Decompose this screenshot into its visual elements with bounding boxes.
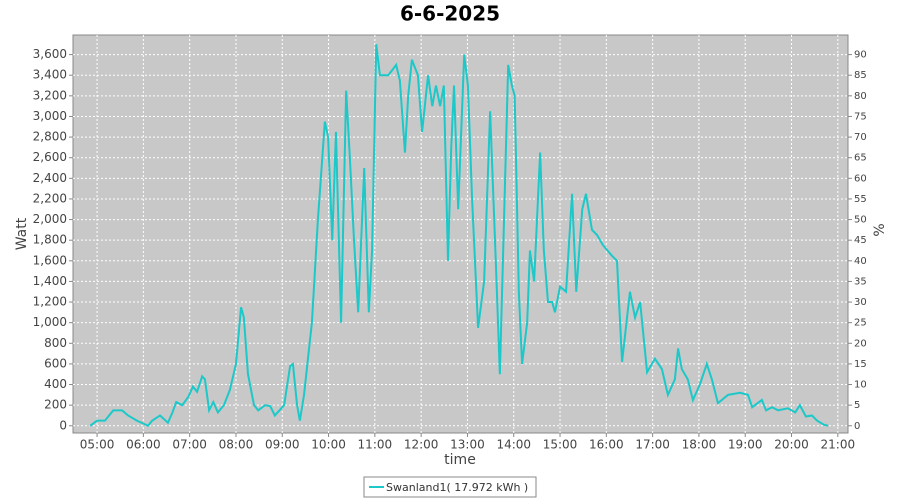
x-tick-label: 17:00 [635, 438, 670, 452]
y-tick-label: 800 [44, 336, 67, 350]
y2-tick-label: 25 [854, 318, 867, 329]
y-tick-label: 400 [44, 377, 67, 391]
legend-label: Swanland1( 17.972 kWh ) [386, 481, 528, 494]
y2-tick-label: 65 [854, 153, 867, 164]
y2-tick-label: 45 [854, 235, 867, 246]
y2-tick-label: 80 [854, 91, 867, 102]
y-axis-label: Watt [14, 217, 30, 250]
y-tick-label: 3,000 [33, 109, 67, 123]
x-tick-label: 06:00 [126, 438, 161, 452]
x-tick-label: 07:00 [172, 438, 207, 452]
y2-tick-label: 35 [854, 276, 867, 287]
y-tick-label: 1,000 [33, 315, 67, 329]
y2-axis-label: % [872, 223, 888, 236]
x-tick-label: 12:00 [404, 438, 439, 452]
y2-tick-label: 85 [854, 70, 867, 81]
x-tick-label: 15:00 [543, 438, 578, 452]
x-tick-label: 11:00 [358, 438, 393, 452]
y2-tick-label: 70 [854, 132, 867, 143]
y-tick-label: 1,600 [33, 253, 67, 267]
y2-tick-label: 30 [854, 297, 867, 308]
plot-area [72, 34, 849, 434]
x-axis-label: time [444, 452, 476, 468]
x-tick-label: 13:00 [450, 438, 485, 452]
y2-tick-label: 50 [854, 215, 867, 226]
line-series [89, 44, 829, 428]
x-tick-label: 14:00 [496, 438, 531, 452]
y-tick-label: 1,200 [33, 295, 67, 309]
y2-tick-label: 15 [854, 359, 867, 370]
y-tick-label: 2,400 [33, 171, 67, 185]
y2-tick-label: 5 [854, 400, 860, 411]
x-tick-label: 09:00 [265, 438, 300, 452]
x-tick-label: 10:00 [311, 438, 346, 452]
y-tick-label: 0 [59, 418, 67, 432]
y-tick-label: 1,800 [33, 233, 67, 247]
y2-tick-label: 0 [854, 421, 860, 432]
y-tick-label: 2,600 [33, 150, 67, 164]
x-tick-label: 19:00 [728, 438, 763, 452]
x-tick-label: 16:00 [589, 438, 624, 452]
x-tick-label: 20:00 [774, 438, 809, 452]
x-tick-label: 08:00 [219, 438, 254, 452]
y2-tick-label: 40 [854, 256, 867, 267]
x-tick-label: 21:00 [821, 438, 856, 452]
y-tick-label: 2,800 [33, 130, 67, 144]
y2-tick-label: 20 [854, 338, 867, 349]
chart-title: 6-6-2025 [400, 2, 500, 26]
y2-tick-label: 10 [854, 380, 867, 391]
legend: Swanland1( 17.972 kWh ) [363, 476, 537, 498]
x-tick-label: 05:00 [80, 438, 115, 452]
y-tick-label: 3,400 [33, 68, 67, 82]
y2-tick-label: 60 [854, 173, 867, 184]
y-tick-label: 2,000 [33, 212, 67, 226]
x-tick-label: 18:00 [682, 438, 717, 452]
y-tick-label: 1,400 [33, 274, 67, 288]
y-tick-label: 2,200 [33, 191, 67, 205]
legend-box [363, 476, 537, 498]
y2-tick-label: 90 [854, 50, 867, 61]
y-tick-label: 200 [44, 398, 67, 412]
y2-tick-label: 55 [854, 194, 867, 205]
y-tick-label: 3,600 [33, 47, 67, 61]
y2-tick-label: 75 [854, 111, 867, 122]
y-tick-label: 600 [44, 356, 67, 370]
y-tick-label: 3,200 [33, 88, 67, 102]
